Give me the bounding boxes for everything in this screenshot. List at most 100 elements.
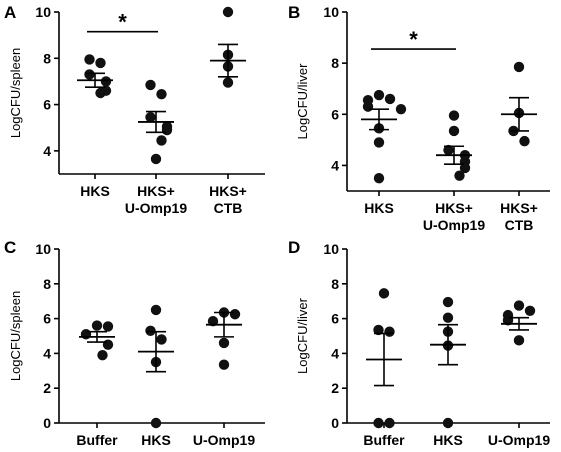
data-point xyxy=(395,103,407,115)
group-1 xyxy=(79,320,115,361)
data-point xyxy=(448,110,460,121)
data-point xyxy=(150,153,162,165)
data-point xyxy=(373,417,384,429)
data-point xyxy=(84,69,95,80)
data-point xyxy=(384,326,395,337)
data-point xyxy=(84,54,95,65)
x-category-label: U-Omp19 xyxy=(125,200,187,216)
y-tick-label: 0 xyxy=(43,415,51,431)
data-point xyxy=(91,320,103,331)
data-point xyxy=(373,89,385,101)
data-point xyxy=(218,337,230,349)
data-point xyxy=(222,77,234,88)
data-point xyxy=(100,76,112,87)
group-3 xyxy=(501,300,537,346)
data-point xyxy=(442,296,454,308)
data-point xyxy=(145,79,156,91)
x-category-label: HKS xyxy=(80,183,110,199)
y-tick-label: 2 xyxy=(43,380,51,396)
y-tick-label: 8 xyxy=(331,55,339,71)
x-category-label: HKS+ xyxy=(435,200,473,216)
panel-letter: D xyxy=(288,238,300,257)
data-point xyxy=(443,144,454,156)
data-point xyxy=(454,170,465,181)
x-category-label: HKS xyxy=(141,432,171,448)
data-point xyxy=(513,300,525,311)
group-1 xyxy=(361,89,407,184)
data-point xyxy=(373,173,385,184)
group-1 xyxy=(77,54,113,99)
x-category-label: HKS+ xyxy=(500,200,538,216)
group-2 xyxy=(138,304,174,429)
data-point xyxy=(384,417,395,429)
data-point xyxy=(156,334,167,345)
data-point xyxy=(373,137,385,148)
y-tick-label: 10 xyxy=(35,241,51,257)
y-tick-label: 8 xyxy=(43,276,51,292)
y-tick-label: 4 xyxy=(331,157,339,173)
data-point xyxy=(362,101,374,112)
y-tick-label: 10 xyxy=(323,241,339,257)
x-category-label: CTB xyxy=(505,217,534,233)
data-point xyxy=(150,417,162,429)
data-point xyxy=(378,288,390,299)
y-tick-label: 10 xyxy=(323,4,339,20)
data-point xyxy=(97,349,108,361)
group-3 xyxy=(210,6,246,88)
group-2 xyxy=(138,79,174,165)
data-point xyxy=(222,6,234,18)
y-tick-label: 4 xyxy=(331,345,339,361)
data-point xyxy=(229,309,241,320)
panel-letter: B xyxy=(288,3,300,22)
x-category-label: HKS xyxy=(433,432,463,448)
group-2 xyxy=(430,296,466,429)
data-point xyxy=(218,359,230,370)
x-category-label: Buffer xyxy=(76,432,118,448)
y-tick-label: 6 xyxy=(43,97,51,113)
y-tick-label: 6 xyxy=(331,311,339,327)
y-axis-label: LogCFU/spleen xyxy=(8,48,23,138)
x-category-label: CTB xyxy=(214,200,243,216)
data-point xyxy=(519,135,530,147)
y-axis-label: LogCFU/spleen xyxy=(8,291,23,381)
data-point xyxy=(156,88,167,100)
y-tick-label: 8 xyxy=(331,276,339,292)
panel-letter: C xyxy=(4,238,16,257)
data-point xyxy=(145,112,156,123)
y-tick-label: 8 xyxy=(43,50,51,66)
y-tick-label: 2 xyxy=(331,380,339,396)
y-tick-label: 10 xyxy=(35,4,51,20)
data-point xyxy=(459,162,471,174)
data-point xyxy=(161,124,173,136)
data-point xyxy=(145,325,156,336)
x-category-label: Buffer xyxy=(363,432,405,448)
panel-d: D LogCFU/liver 0 2 4 6 8 10 Buffer HKS U-Omp19 xyxy=(288,238,550,448)
y-axis-label: LogCFU/liver xyxy=(295,297,310,374)
data-point xyxy=(102,339,114,350)
data-point xyxy=(384,93,396,105)
y-tick-label: 0 xyxy=(331,415,339,431)
y-tick-label: 6 xyxy=(43,311,51,327)
significance-star: * xyxy=(409,27,418,52)
data-point xyxy=(442,417,454,429)
data-point xyxy=(156,135,167,146)
y-tick-label: 4 xyxy=(43,143,51,159)
x-category-label: U-Omp19 xyxy=(423,217,485,233)
data-point xyxy=(150,304,162,316)
panel-c: C LogCFU/spleen 0 2 4 6 8 10 Buffer HKS U-Omp19 xyxy=(4,238,265,448)
data-point xyxy=(95,57,106,69)
y-axis-label: LogCFU/liver xyxy=(295,63,310,140)
data-point xyxy=(524,305,536,316)
data-point xyxy=(513,335,525,346)
data-point xyxy=(373,324,384,336)
x-category-label: U-Omp19 xyxy=(193,432,255,448)
group-2 xyxy=(436,110,472,181)
data-point xyxy=(80,329,92,340)
panel-letter: A xyxy=(4,3,16,22)
data-point xyxy=(95,87,106,99)
x-category-label: HKS xyxy=(364,200,394,216)
data-point xyxy=(102,321,114,332)
x-category-label: HKS+ xyxy=(209,183,247,199)
